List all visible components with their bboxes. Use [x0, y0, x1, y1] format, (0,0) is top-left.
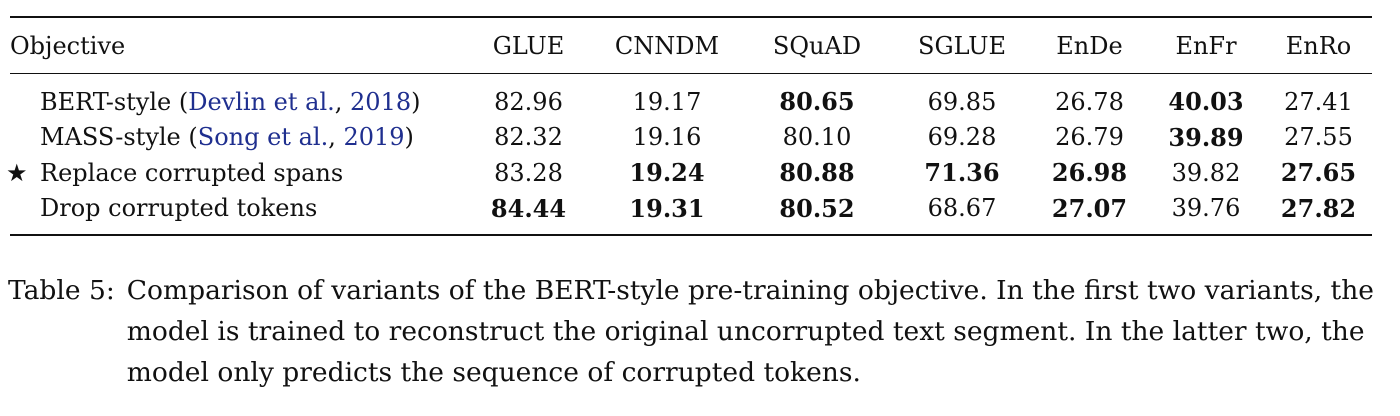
column-header-sglue: SGLUE: [918, 31, 1006, 60]
citation-open-paren: (: [178, 87, 189, 116]
citation-separator: ,: [334, 87, 351, 116]
cell-enro: 27.65: [1280, 158, 1357, 188]
cell-cnndm: 19.17: [632, 87, 702, 116]
cell-sglue: 71.36: [924, 158, 1000, 188]
citation-year-link[interactable]: 2018: [350, 87, 412, 116]
column-header-objective: Objective: [10, 31, 126, 60]
column-header-cnndm: CNNDM: [614, 31, 720, 60]
cell-glue: 82.32: [494, 123, 563, 152]
cell-cnndm: 19.31: [629, 193, 705, 223]
cell-enro: 27.82: [1280, 193, 1357, 223]
cell-enfr: 39.76: [1171, 194, 1241, 223]
cell-cnndm: 19.16: [632, 123, 702, 152]
citation-year-link[interactable]: 2019: [343, 123, 405, 152]
table-header-row: Objective GLUE CNNDM SQuAD SGLUE EnDe En…: [10, 18, 1372, 73]
caption-text: Comparison of variants of the BERT-style…: [126, 275, 1374, 388]
cell-enfr: 40.03: [1168, 87, 1244, 117]
citation-author-link[interactable]: Song et al.: [197, 123, 329, 152]
caption-label: Table 5:: [8, 275, 115, 306]
cell-cnndm: 19.24: [629, 158, 705, 188]
table-header-rule: [10, 73, 1372, 74]
cell-squad: 80.52: [779, 193, 855, 223]
row-label-cell: ★ Replace corrupted spans: [6, 155, 465, 191]
cell-enro: 27.55: [1284, 123, 1353, 152]
row-label: Drop corrupted tokens: [40, 194, 318, 223]
table-row: MASS-style (Song et al., 2019) 82.32 19.…: [10, 120, 1372, 156]
citation-close-paren: ): [404, 123, 414, 152]
column-header-squad: SQuAD: [772, 31, 862, 60]
cell-ende: 27.07: [1051, 193, 1128, 223]
cell-enfr: 39.89: [1168, 122, 1244, 152]
cell-ende: 26.78: [1055, 87, 1124, 116]
cell-sglue: 69.85: [927, 87, 997, 116]
citation-author-link[interactable]: Devlin et al.: [188, 87, 335, 116]
row-label-cell: Drop corrupted tokens: [10, 191, 465, 235]
cell-sglue: 69.28: [927, 123, 997, 152]
row-label-cell: MASS-style (Song et al., 2019): [10, 120, 465, 156]
citation-close-paren: ): [411, 87, 421, 116]
row-label-cell: BERT-style (Devlin et al., 2018): [10, 74, 465, 120]
table-row: ★ Replace corrupted spans 83.28 19.24 80.…: [6, 155, 1372, 191]
cell-glue: 84.44: [490, 193, 567, 223]
citation-separator: ,: [328, 123, 344, 152]
cell-ende: 26.98: [1051, 158, 1128, 188]
citation-open-paren: (: [188, 123, 198, 152]
column-header-enfr: EnFr: [1175, 31, 1237, 60]
table-row: Drop corrupted tokens 84.44 19.31 80.52 …: [10, 191, 1372, 235]
cell-enfr: 39.82: [1171, 158, 1241, 187]
cell-glue: 83.28: [494, 158, 563, 187]
cell-squad: 80.88: [779, 158, 855, 188]
table-top-rule: [10, 16, 1372, 18]
cell-sglue: 68.67: [927, 194, 997, 223]
results-table: Objective GLUE CNNDM SQuAD SGLUE EnDe En…: [10, 18, 1372, 73]
row-label: Replace corrupted spans: [40, 158, 344, 187]
results-table-container: Objective GLUE CNNDM SQuAD SGLUE EnDe En…: [6, 16, 1372, 236]
table-row: BERT-style (Devlin et al., 2018) 82.96 1…: [10, 74, 1372, 120]
table-bottom-rule: [10, 234, 1372, 236]
star-icon: ★: [6, 158, 28, 187]
cell-enro: 27.41: [1284, 87, 1353, 116]
cell-squad: 80.10: [782, 123, 852, 152]
row-label: BERT-style: [40, 87, 179, 116]
results-table-body: BERT-style (Devlin et al., 2018) 82.96 1…: [6, 74, 1372, 235]
cell-ende: 26.79: [1055, 123, 1124, 152]
table-caption: Table 5: Comparison of variants of the B…: [8, 270, 1393, 393]
column-header-enro: EnRo: [1285, 31, 1352, 60]
row-label: MASS-style: [40, 123, 189, 152]
column-header-glue: GLUE: [492, 31, 565, 60]
cell-glue: 82.96: [494, 87, 563, 116]
cell-squad: 80.65: [779, 87, 855, 117]
column-header-ende: EnDe: [1056, 31, 1123, 60]
